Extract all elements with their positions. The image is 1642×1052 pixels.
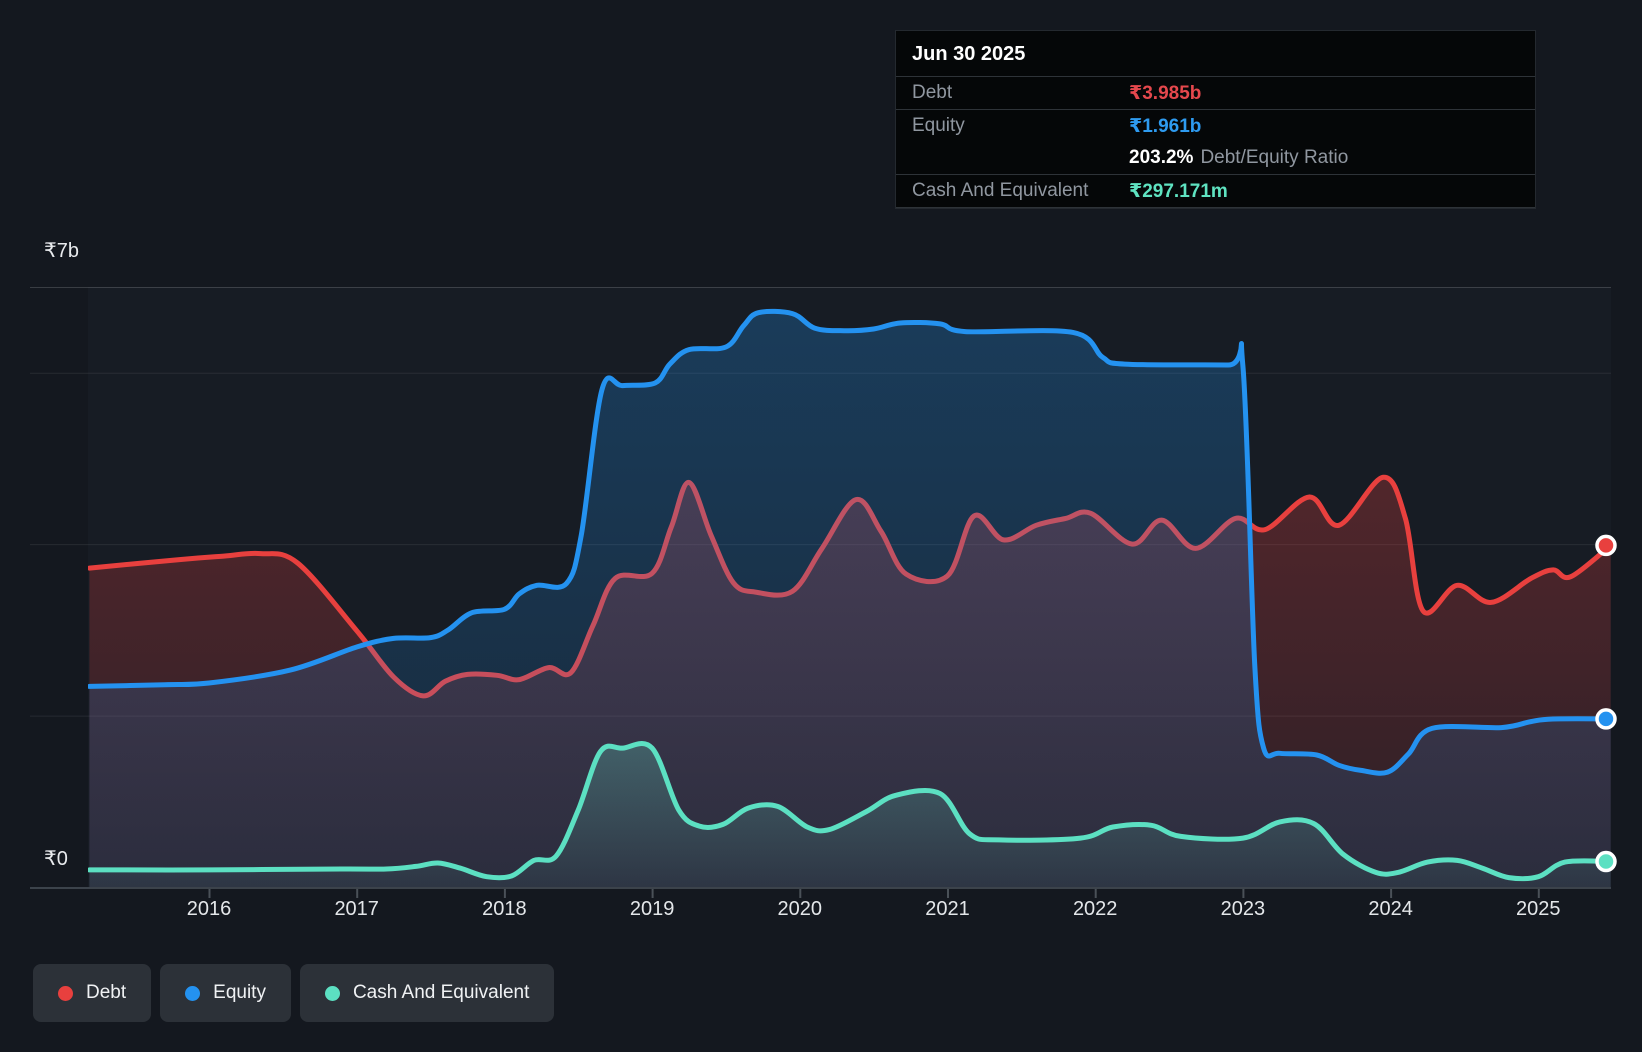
legend-equity-button[interactable]: Equity <box>160 964 291 1022</box>
x-axis-label-2019: 2019 <box>629 898 675 920</box>
equity-dot-icon <box>185 985 201 1001</box>
x-axis-label-2023: 2023 <box>1220 898 1266 920</box>
x-axis-label-2022: 2022 <box>1072 898 1118 920</box>
tooltip-equity-value: ₹1.961b <box>1129 115 1202 137</box>
cash-dot-icon <box>324 985 340 1001</box>
tooltip-cash-label: Cash And Equivalent <box>912 180 1089 201</box>
equity-line <box>88 308 1611 776</box>
legend-debt-button[interactable]: Debt <box>33 964 152 1022</box>
tooltip-ratio-row: 203.2% Debt/Equity Ratio <box>896 142 1535 174</box>
y-axis-zero-label: ₹0 <box>44 848 68 870</box>
debt-dot-icon <box>58 985 73 1001</box>
tooltip-ratio-value: 203.2% <box>1129 147 1194 168</box>
tooltip-cash-value: ₹297.171m <box>1129 180 1228 202</box>
tooltip-debt-row: Debt ₹3.985b <box>896 77 1535 109</box>
tooltip-debt-value: ₹3.985b <box>1129 82 1202 104</box>
legend-cash-label: Cash And Equivalent <box>352 982 530 1003</box>
chart-tooltip: Jun 30 2025 Debt ₹3.985b Equity ₹1.961b … <box>895 30 1536 209</box>
tooltip-divider <box>896 76 1535 77</box>
x-axis-label-2021: 2021 <box>925 898 970 920</box>
tooltip-divider <box>896 109 1535 110</box>
tooltip-equity-label: Equity <box>912 115 965 136</box>
cash-and-equivalent-endpoint-marker[interactable] <box>1595 850 1617 873</box>
equity-endpoint-marker[interactable] <box>1595 708 1617 730</box>
tooltip-date: Jun 30 2025 <box>912 43 1026 65</box>
legend-cash-button[interactable]: Cash And Equivalent <box>299 964 555 1022</box>
tooltip-cash-row: Cash And Equivalent ₹297.171m <box>896 175 1535 207</box>
x-axis-label-2025: 2025 <box>1516 898 1561 920</box>
tooltip-divider <box>896 207 1535 208</box>
cash-and-equivalent-area <box>89 743 1611 887</box>
x-axis-label-2017: 2017 <box>334 898 379 920</box>
x-axis-label-2018: 2018 <box>482 898 527 920</box>
tooltip-divider <box>896 174 1535 175</box>
y-axis-max-label: ₹7b <box>44 240 79 262</box>
tooltip-equity-row: Equity ₹1.961b <box>896 110 1535 142</box>
x-axis-label-2020: 2020 <box>777 898 823 920</box>
legend-equity-label: Equity <box>213 982 266 1003</box>
x-axis-label-2016: 2016 <box>186 898 232 920</box>
chart-legend: Debt Equity Cash And Equivalent <box>33 964 555 1022</box>
tooltip-debt-label: Debt <box>912 82 953 103</box>
tooltip-ratio-label: Debt/Equity Ratio <box>1200 147 1349 168</box>
debt-endpoint-marker[interactable] <box>1595 534 1617 557</box>
x-axis-label-2024: 2024 <box>1368 898 1413 920</box>
legend-debt-label: Debt <box>86 982 127 1003</box>
equity-area <box>89 311 1611 888</box>
series-layer <box>88 308 1611 888</box>
cash-and-equivalent-line <box>88 740 1611 882</box>
